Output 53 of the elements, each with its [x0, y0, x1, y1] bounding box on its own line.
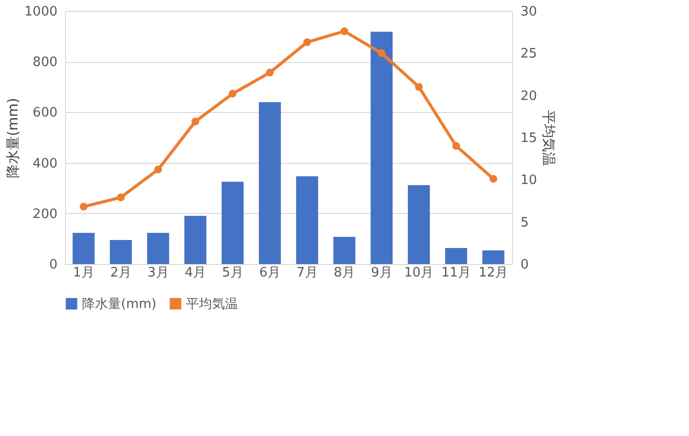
y2-tick-label: 5: [520, 215, 529, 230]
y2-tick-label: 25: [520, 46, 538, 62]
y2-tick-label: 30: [520, 4, 538, 20]
point: [266, 68, 274, 76]
x-tick-label: 12月: [478, 266, 508, 280]
point: [228, 90, 236, 98]
x-tick-label: 2月: [110, 266, 132, 280]
point: [117, 194, 125, 202]
y-tick-label: 1000: [24, 4, 58, 20]
y2-tick-label: 15: [520, 131, 538, 146]
bar: [296, 176, 318, 264]
point: [192, 118, 200, 126]
point: [452, 142, 460, 150]
bar: [482, 250, 504, 264]
bar: [408, 185, 430, 264]
point: [154, 166, 162, 174]
x-tick-label: 6月: [259, 266, 281, 280]
bar: [147, 232, 170, 264]
point: [490, 174, 498, 183]
y2-tick-label: 0: [520, 258, 529, 272]
bar: [258, 102, 281, 264]
x-tick-label: 7月: [296, 266, 318, 280]
y2-axis-title: 平均気温: [540, 110, 556, 166]
bar: [445, 248, 468, 264]
x-tick-label: 4月: [184, 266, 206, 280]
y-tick-label: 400: [32, 156, 58, 172]
y-tick-label: 200: [32, 206, 58, 222]
x-tick-label: 9月: [370, 266, 392, 280]
y-axis-title: 降水量(mm): [5, 98, 22, 178]
x-tick-label: 1月: [72, 266, 94, 280]
bar: [333, 236, 356, 264]
y-tick-label: 800: [32, 55, 58, 70]
x-tick-label: 3月: [147, 266, 169, 280]
bar: [184, 216, 206, 264]
point: [378, 49, 386, 58]
y2-tick-label: 10: [520, 173, 538, 188]
y-tick-label: 0: [49, 258, 58, 272]
point: [415, 83, 423, 91]
x-tick-label: 11月: [441, 266, 471, 280]
point: [80, 202, 88, 211]
x-tick-label: 5月: [222, 266, 244, 280]
x-tick-label: 8月: [334, 266, 356, 280]
bar: [110, 240, 132, 264]
legend-label: 平均気温: [186, 296, 238, 312]
y2-tick-label: 20: [520, 88, 538, 104]
legend-label: 降水量(mm): [82, 296, 156, 312]
y-tick-label: 600: [32, 106, 58, 121]
bar: [72, 232, 95, 264]
point: [340, 27, 348, 36]
bar: [370, 32, 393, 264]
x-tick-label: 10月: [404, 266, 434, 280]
bar: [222, 182, 244, 264]
point: [303, 38, 311, 46]
